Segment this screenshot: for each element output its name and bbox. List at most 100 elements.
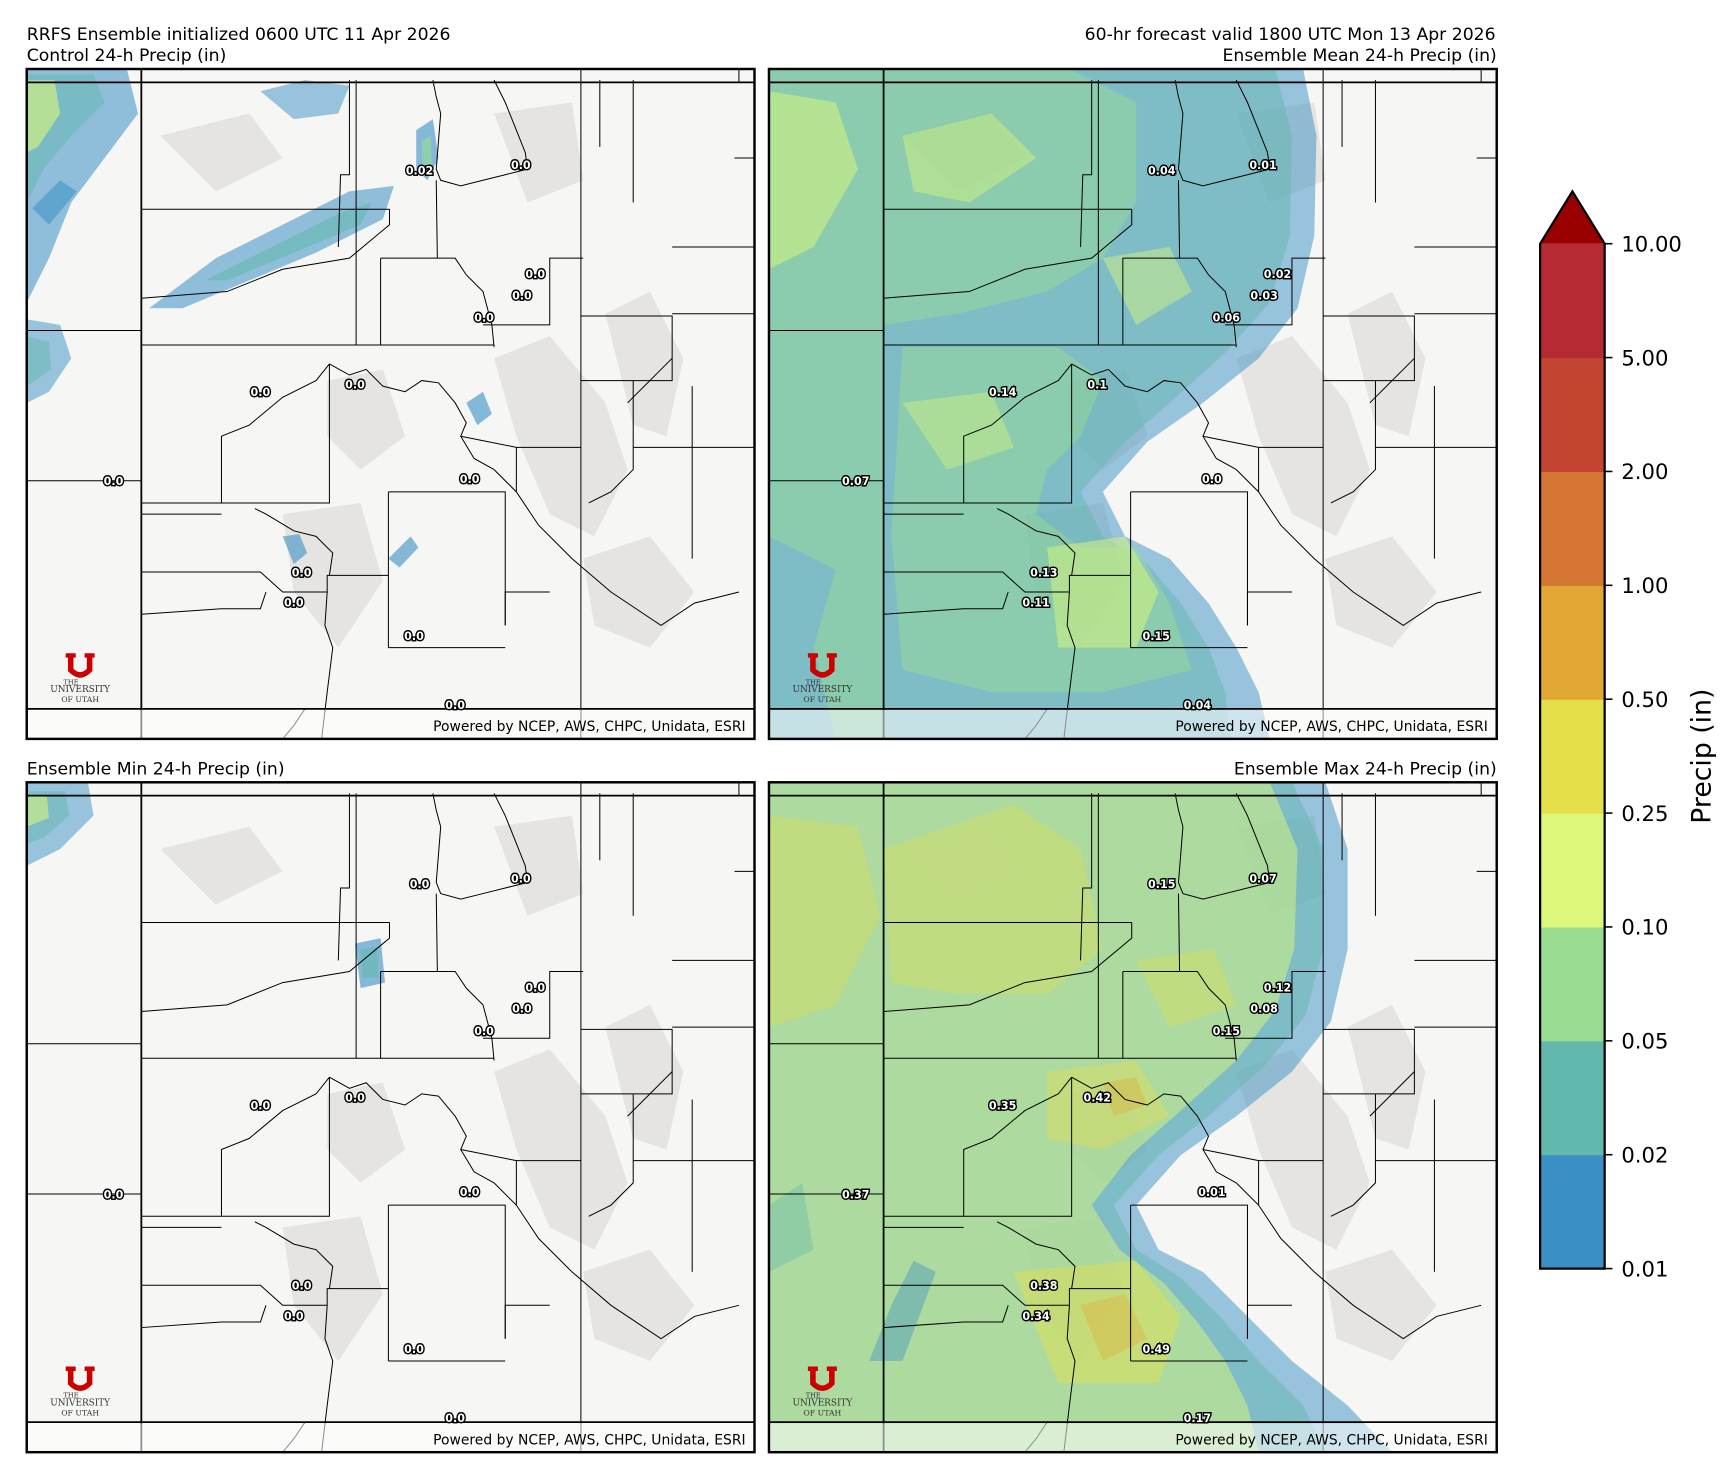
- colorbar-tick-label: 0.02: [1621, 1142, 1668, 1167]
- credit-strip: [26, 709, 755, 739]
- precip-contour: [768, 782, 1298, 1453]
- county-boundary: [1071, 1076, 1237, 1184]
- terrain-shading: [605, 1004, 684, 1150]
- colorbar-tick-label: 0.01: [1621, 1256, 1668, 1281]
- precip-contour: [768, 68, 1137, 739]
- station-value-label: 0.0: [404, 630, 424, 643]
- station-value-label: 0.1: [1087, 378, 1107, 391]
- station-value-label: 0.15: [1148, 878, 1175, 891]
- county-boundary: [1122, 257, 1237, 348]
- county-boundary: [1225, 970, 1326, 1039]
- credit-strip: [768, 709, 1497, 739]
- county-boundary: [337, 80, 350, 248]
- precip-contour: [26, 80, 61, 153]
- station-value-label: 0.0: [525, 268, 545, 281]
- county-boundary: [963, 1076, 1073, 1217]
- county-boundary: [141, 1284, 389, 1306]
- county-boundary: [1235, 469, 1482, 626]
- colorbar-tick-label: 0.50: [1621, 687, 1668, 712]
- precip-contour: [1102, 247, 1192, 325]
- precip-contour: [26, 336, 52, 387]
- county-boundary: [380, 257, 495, 348]
- county-boundary: [883, 571, 1131, 593]
- u-logo-mark: [65, 1366, 95, 1391]
- panel-frame: [767, 781, 1498, 1454]
- county-boundary: [1063, 1305, 1076, 1453]
- county-boundary: [1330, 1093, 1376, 1217]
- map-panel-min: Ensemble Min 24-h Precip (in)0.0 0.00.00.…: [25, 760, 756, 1454]
- colorbar-tick-label: 10.00: [1621, 231, 1681, 256]
- county-boundary: [883, 209, 1133, 299]
- county-boundary: [482, 970, 584, 1039]
- county-boundary: [1246, 591, 1292, 626]
- precip-contour: [1047, 1060, 1170, 1150]
- station-value-label: 0.15: [1213, 1025, 1240, 1038]
- county-boundary: [1323, 1028, 1415, 1095]
- station-value-label: 0.0: [445, 699, 465, 712]
- precip-contour: [466, 391, 492, 426]
- u-logo-mark: [807, 1366, 837, 1391]
- colorbar-segment: [1540, 243, 1605, 359]
- station-value-label: 0.42: [1084, 1092, 1111, 1105]
- colorbar-segment: [1540, 357, 1605, 473]
- terrain-shading: [1236, 1049, 1370, 1250]
- county-boundary: [141, 591, 267, 615]
- station-value-label: 0.07: [1249, 872, 1276, 885]
- terrain-shading: [1347, 1004, 1426, 1150]
- u-logo-mark: [807, 653, 837, 678]
- state-boundary: [26, 782, 755, 1453]
- precip-contour: [204, 202, 372, 281]
- station-value-label: 0.35: [989, 1099, 1016, 1112]
- map-area: 0.04 0.01 0.02 0.03 0.06 0.14 0.1 0.07 0.0 0.13 0.…: [768, 68, 1497, 739]
- county-boundary: [627, 357, 673, 404]
- colorbar-segment: [1540, 1040, 1605, 1156]
- colorbar-tick-label: 0.05: [1621, 1029, 1668, 1054]
- precip-contour: [360, 946, 379, 979]
- county-boundary: [504, 591, 550, 626]
- precip-contour: [260, 80, 350, 120]
- county-boundary: [321, 1305, 334, 1453]
- state-boundary: [26, 68, 755, 739]
- station-value-label: 0.13: [1030, 566, 1057, 579]
- station-value-label: 0.0: [104, 1188, 124, 1201]
- credit-text: Powered by NCEP, AWS, CHPC, Unidata, ESR…: [1175, 1432, 1487, 1448]
- precip-contour: [768, 68, 1292, 739]
- county-boundary: [254, 508, 334, 576]
- station-value-label: 0.0: [474, 312, 494, 325]
- precip-contour: [32, 180, 77, 225]
- init-title: RRFS Ensemble initialized 0600 UTC 11 Ap…: [27, 25, 451, 45]
- precip-contour: [902, 391, 1014, 470]
- county-boundary: [493, 1182, 740, 1340]
- station-value-label: 0.0: [512, 289, 532, 302]
- map-area: 0.02 0.0 0.0 0.0 0.0 0.0 0.0 0.0 0.0 0.0 0.0 0.0 0.0…: [26, 68, 755, 739]
- county-boundary: [141, 209, 390, 299]
- colorbar-tick-label: 0.10: [1621, 915, 1668, 940]
- credit-strip: [26, 1423, 755, 1453]
- station-value-label: 0.0: [410, 878, 430, 891]
- colorbar-tick-label: 1.00: [1621, 573, 1668, 598]
- county-boundary: [996, 508, 1076, 576]
- colorbar-segment: [1540, 471, 1605, 586]
- station-value-label: 0.0: [292, 566, 312, 579]
- logo-text: UNIVERSITY: [50, 1398, 110, 1408]
- station-value-label: 0.15: [1143, 630, 1170, 643]
- station-value-label: 0.0: [511, 159, 531, 172]
- precip-contour: [869, 1260, 936, 1361]
- station-value-label: 0.07: [842, 475, 869, 488]
- county-boundary: [1122, 970, 1237, 1061]
- station-value-label: 0.01: [1249, 159, 1276, 172]
- credit-text: Powered by NCEP, AWS, CHPC, Unidata, ESR…: [1175, 719, 1487, 735]
- station-value-label: 0.0: [1202, 473, 1222, 486]
- panel-title: Ensemble Mean 24-h Precip (in): [1223, 46, 1497, 66]
- terrain-shading: [1347, 291, 1426, 437]
- credit-text: Powered by NCEP, AWS, CHPC, Unidata, ESR…: [433, 1432, 745, 1448]
- county-boundary: [1330, 380, 1376, 504]
- panel-title: Ensemble Min 24-h Precip (in): [27, 760, 285, 780]
- county-boundary: [220, 363, 330, 504]
- county-boundary: [1369, 1071, 1415, 1117]
- panels: Control 24-h Precip (in)0.02 0.00.00.00.0…: [25, 46, 1498, 1454]
- logo-text: OF UTAH: [803, 695, 841, 704]
- colorbar: 0.01 0.02 0.05 0.10 0.25 0.50 1.00 2.00 5.00 10.0…: [1539, 189, 1717, 1281]
